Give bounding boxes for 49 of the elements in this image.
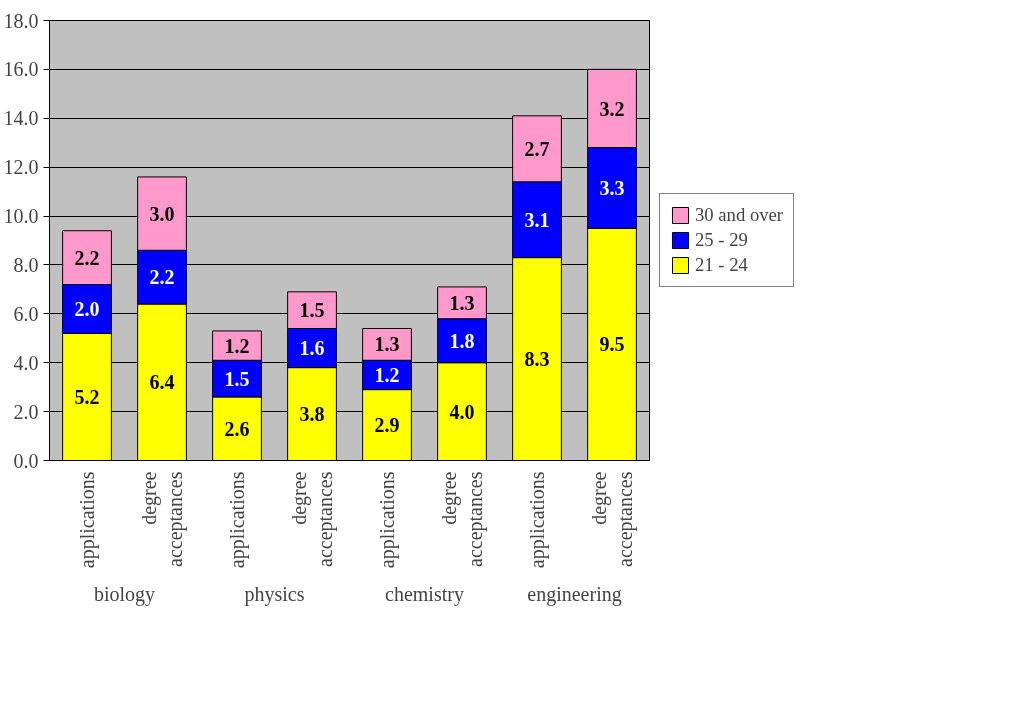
data-label: 4.0 [449,400,475,423]
x-tick-label: degree acceptances [137,471,188,567]
legend-label: 21 - 24 [695,254,748,276]
data-label: 6.4 [149,371,175,394]
data-label: 3.2 [599,97,625,120]
data-label: 2.2 [74,246,100,269]
data-label: 2.0 [74,297,100,320]
x-tick-label: degree acceptances [287,471,338,567]
x-tick-label: degree acceptances [587,471,638,567]
y-tick-label: 14.0 [3,107,39,130]
y-tick-label: 6.0 [13,302,39,325]
data-label: 2.2 [149,266,175,289]
y-tick-label: 0.0 [13,449,39,472]
data-label: 3.1 [524,208,550,231]
y-tick-label: 18.0 [3,9,39,32]
legend-label: 25 - 29 [695,229,748,251]
x-tick-label: applications [76,471,99,569]
data-label: 5.2 [74,385,100,408]
text: physics [244,582,305,606]
data-label: 1.3 [449,291,475,314]
text: chemistry [385,582,464,606]
legend-label: 30 and over [695,204,784,226]
x-tick-label: applications [376,471,399,569]
data-label: 1.5 [299,299,325,322]
text: engineering [527,582,622,606]
y-tick-label: 10.0 [3,205,39,228]
data-label: 3.8 [299,403,325,426]
y-tick-label: 4.0 [13,351,39,374]
data-label: 2.7 [524,137,550,160]
x-tick-label: applications [526,471,549,569]
x-tick-label: applications [226,471,249,569]
data-label: 8.3 [524,348,550,371]
data-label: 1.2 [224,334,250,357]
x-tick-label: degree acceptances [437,471,488,567]
data-label: 1.5 [224,367,250,390]
data-label: 2.6 [224,417,250,440]
text: biology [93,582,156,606]
data-label: 1.3 [374,333,400,356]
data-label: 3.0 [149,202,175,225]
data-label: 1.8 [449,329,475,352]
y-tick-label: 8.0 [13,253,39,276]
y-tick-label: 16.0 [3,58,39,81]
y-tick-label: 12.0 [3,156,39,179]
data-label: 3.3 [599,176,625,199]
y-tick-label: 2.0 [13,400,39,423]
data-label: 2.9 [374,414,400,437]
data-label: 1.6 [299,337,325,360]
data-label: 1.2 [374,363,400,386]
data-label: 9.5 [599,333,625,356]
